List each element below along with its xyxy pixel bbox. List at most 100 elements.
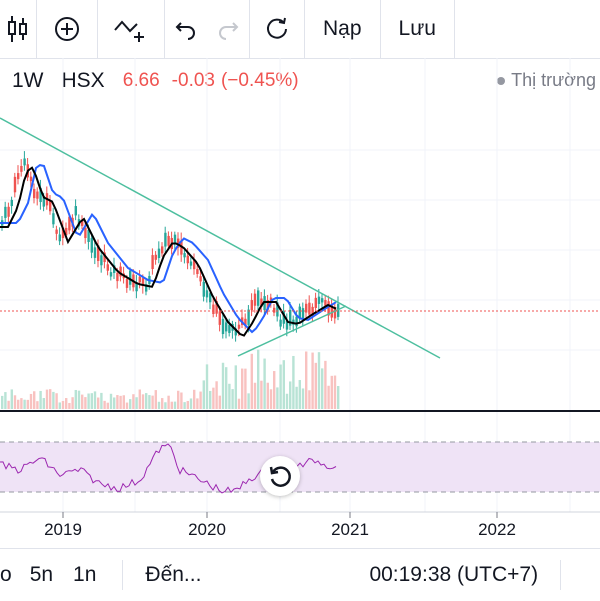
candle-body: [29, 176, 33, 182]
volume-bar: [324, 360, 327, 409]
candle-body: [234, 328, 237, 336]
candle-body: [65, 227, 68, 236]
range-cut-button[interactable]: o: [0, 563, 12, 586]
volume-bar: [177, 390, 180, 409]
volume-bar: [106, 402, 109, 409]
candle-body: [13, 176, 17, 193]
candle-body: [314, 297, 317, 308]
candle-body: [109, 272, 113, 277]
candle-body: [301, 308, 305, 319]
volume-bar: [58, 402, 61, 409]
goto-date-button[interactable]: Đến...: [145, 563, 202, 586]
candle-body: [20, 165, 23, 172]
candle-body: [215, 300, 218, 314]
volume-bar: [129, 399, 132, 409]
volume-bar: [65, 398, 68, 409]
candle-body: [151, 255, 154, 269]
volume-bar: [10, 389, 13, 409]
candle-body: [116, 272, 119, 282]
status-dot-icon: [497, 76, 506, 85]
volume-bar: [42, 397, 45, 409]
candle-body: [218, 311, 221, 325]
timeframe-label[interactable]: 1W: [12, 69, 44, 92]
candle-body: [129, 270, 132, 285]
trendline-ascending[interactable]: [237, 305, 347, 357]
volume-bar: [215, 381, 218, 409]
candle-body: [68, 216, 71, 231]
reload-chart-button[interactable]: [260, 456, 300, 496]
volume-bar: [260, 380, 263, 409]
volume-bar: [180, 392, 183, 409]
candle-body: [33, 188, 36, 199]
candle-body: [4, 206, 7, 218]
trendline-descending[interactable]: [0, 117, 441, 359]
timezone-clock[interactable]: 00:19:38 (UTC+7): [369, 563, 539, 586]
candle-body: [106, 264, 109, 271]
volume-bar: [164, 402, 167, 409]
price-chart[interactable]: 2019 2020 2021 2022: [0, 0, 600, 548]
bottom-divider: [560, 560, 562, 590]
candle-body: [61, 227, 65, 239]
candle-body: [74, 206, 77, 216]
candle-body: [298, 306, 301, 319]
candle-body: [237, 324, 241, 329]
candle-body: [125, 279, 129, 288]
volume-bar: [109, 393, 113, 409]
market-status-label: Thị trường: [511, 70, 596, 90]
candle-body: [260, 298, 263, 307]
candle-body: [228, 324, 231, 333]
save-button[interactable]: Lưu: [398, 17, 436, 40]
volume-bar: [186, 400, 189, 409]
market-status[interactable]: Thị trường: [497, 70, 596, 91]
candle-body: [266, 300, 269, 310]
volume-bar: [253, 382, 257, 409]
volume-bar: [103, 400, 106, 409]
volume-bar: [301, 388, 305, 409]
candle-body: [221, 318, 225, 335]
candle-body: [135, 282, 138, 292]
volume-bar: [154, 390, 157, 409]
volume-bar: [17, 399, 20, 409]
candle-body: [257, 290, 260, 306]
candle-body: [189, 261, 193, 266]
volume-bar: [212, 387, 215, 409]
candle-body: [93, 247, 97, 258]
undo-button[interactable]: [165, 0, 207, 58]
candle-body: [273, 307, 276, 313]
candle-body: [196, 269, 199, 275]
volume-bar: [170, 401, 173, 409]
bottom-toolbar: o 5n 1n Đến... 00:19:38 (UTC+7): [0, 548, 600, 601]
candle-body: [97, 245, 100, 261]
volume-bar: [36, 401, 39, 409]
range-5n-button[interactable]: 5n: [29, 563, 54, 586]
volume-bar: [295, 386, 298, 409]
volume-bar: [189, 398, 193, 409]
volume-bar: [221, 362, 225, 409]
volume-bar: [13, 395, 17, 409]
candle-body: [285, 320, 289, 330]
candle-body: [186, 255, 189, 264]
volume-bar: [333, 375, 337, 409]
candle-body: [100, 255, 103, 266]
redo-button[interactable]: [207, 0, 249, 58]
candle-body: [205, 290, 209, 298]
volume-bar: [145, 393, 148, 409]
volume-bar: [263, 358, 266, 409]
volume-bar: [29, 393, 33, 409]
volume-bar: [81, 394, 84, 409]
range-1n-button[interactable]: 1n: [73, 563, 97, 586]
volume-bar: [49, 389, 52, 409]
redo-icon: [219, 22, 239, 40]
volume-bar: [231, 389, 234, 409]
volume-bar: [167, 395, 170, 409]
volume-bar: [218, 395, 221, 409]
toolbar-divider: [304, 0, 305, 58]
toolbar-divider: [249, 0, 250, 58]
add-indicator-button[interactable]: [37, 0, 97, 58]
load-button[interactable]: Nạp: [323, 17, 362, 40]
volume-bar: [228, 383, 231, 409]
candle-body: [81, 219, 84, 226]
reset-button[interactable]: [250, 0, 304, 58]
compare-button[interactable]: [98, 0, 164, 58]
candlestick-icon[interactable]: [0, 0, 36, 58]
